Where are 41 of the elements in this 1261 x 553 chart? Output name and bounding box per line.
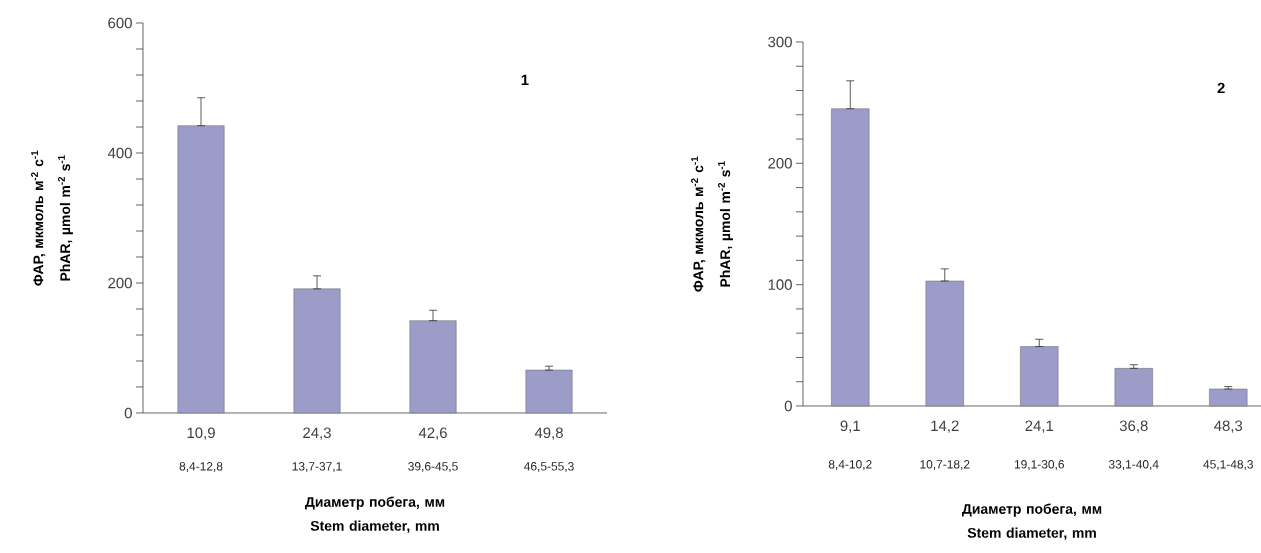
- bar: [831, 108, 870, 407]
- x-tick-label: 14,2: [931, 420, 959, 433]
- text: 1: [521, 74, 529, 86]
- y-tick-label: 600: [108, 17, 132, 29]
- y-tick-label: 100: [768, 279, 792, 290]
- y-tick-label: 200: [108, 277, 132, 289]
- x-tick-label: 24,3: [303, 427, 331, 440]
- text: 13,7-37,1: [292, 462, 342, 472]
- text: 45,1-48,3: [1203, 460, 1253, 470]
- text: 10,7-18,2: [920, 460, 970, 470]
- x-tick-label: 10,9: [187, 427, 215, 440]
- y-tick-label: 0: [124, 407, 132, 419]
- y-tick-label: 400: [107, 147, 132, 159]
- x-tick-label: 48,3: [1214, 420, 1243, 433]
- x-tick-label: 36,8: [1119, 420, 1148, 433]
- bar: [525, 369, 573, 414]
- text: ФАР, мкмоль м$^{-2}$ с$^{-1}$ PhAR, µmol m$^{-2}$ s$^{-1}$: [31, 150, 73, 286]
- text: 39,6-45,5: [408, 462, 458, 472]
- bar: [409, 320, 457, 414]
- x-axis-title: Диаметр побега, мм Stem diameter, mm: [962, 503, 1102, 540]
- bar: [1209, 388, 1248, 407]
- y-tick-label: 200: [768, 158, 792, 169]
- text: 8,4-10,2: [828, 460, 872, 470]
- bar: [177, 125, 225, 414]
- bar: [1020, 346, 1059, 407]
- text: 19,1-30,6: [1014, 460, 1064, 470]
- x-tick-label: 42,6: [418, 427, 447, 440]
- x-tick-label: 49,8: [534, 427, 563, 440]
- bar: [293, 288, 341, 414]
- x-tick-label: 24,1: [1025, 420, 1054, 433]
- y-tick-label: 0: [784, 400, 792, 412]
- bar: [1114, 368, 1153, 407]
- text: 46,5-55,3: [524, 462, 574, 472]
- x-tick-label: 9,1: [840, 420, 860, 433]
- x-axis-title: Диаметр побега, мм Stem diameter, mm: [305, 496, 445, 533]
- text: 2: [1217, 82, 1225, 94]
- text: 33,1-40,4: [1108, 460, 1159, 470]
- bar: [925, 280, 964, 407]
- y-tick-label: 300: [768, 36, 792, 48]
- text: ФАР, мкмоль м$^{-2}$ с$^{-1}$ PhAR, µmol m$^{-2}$ s$^{-1}$: [691, 156, 733, 292]
- text: 8,4-12,8: [179, 462, 223, 472]
